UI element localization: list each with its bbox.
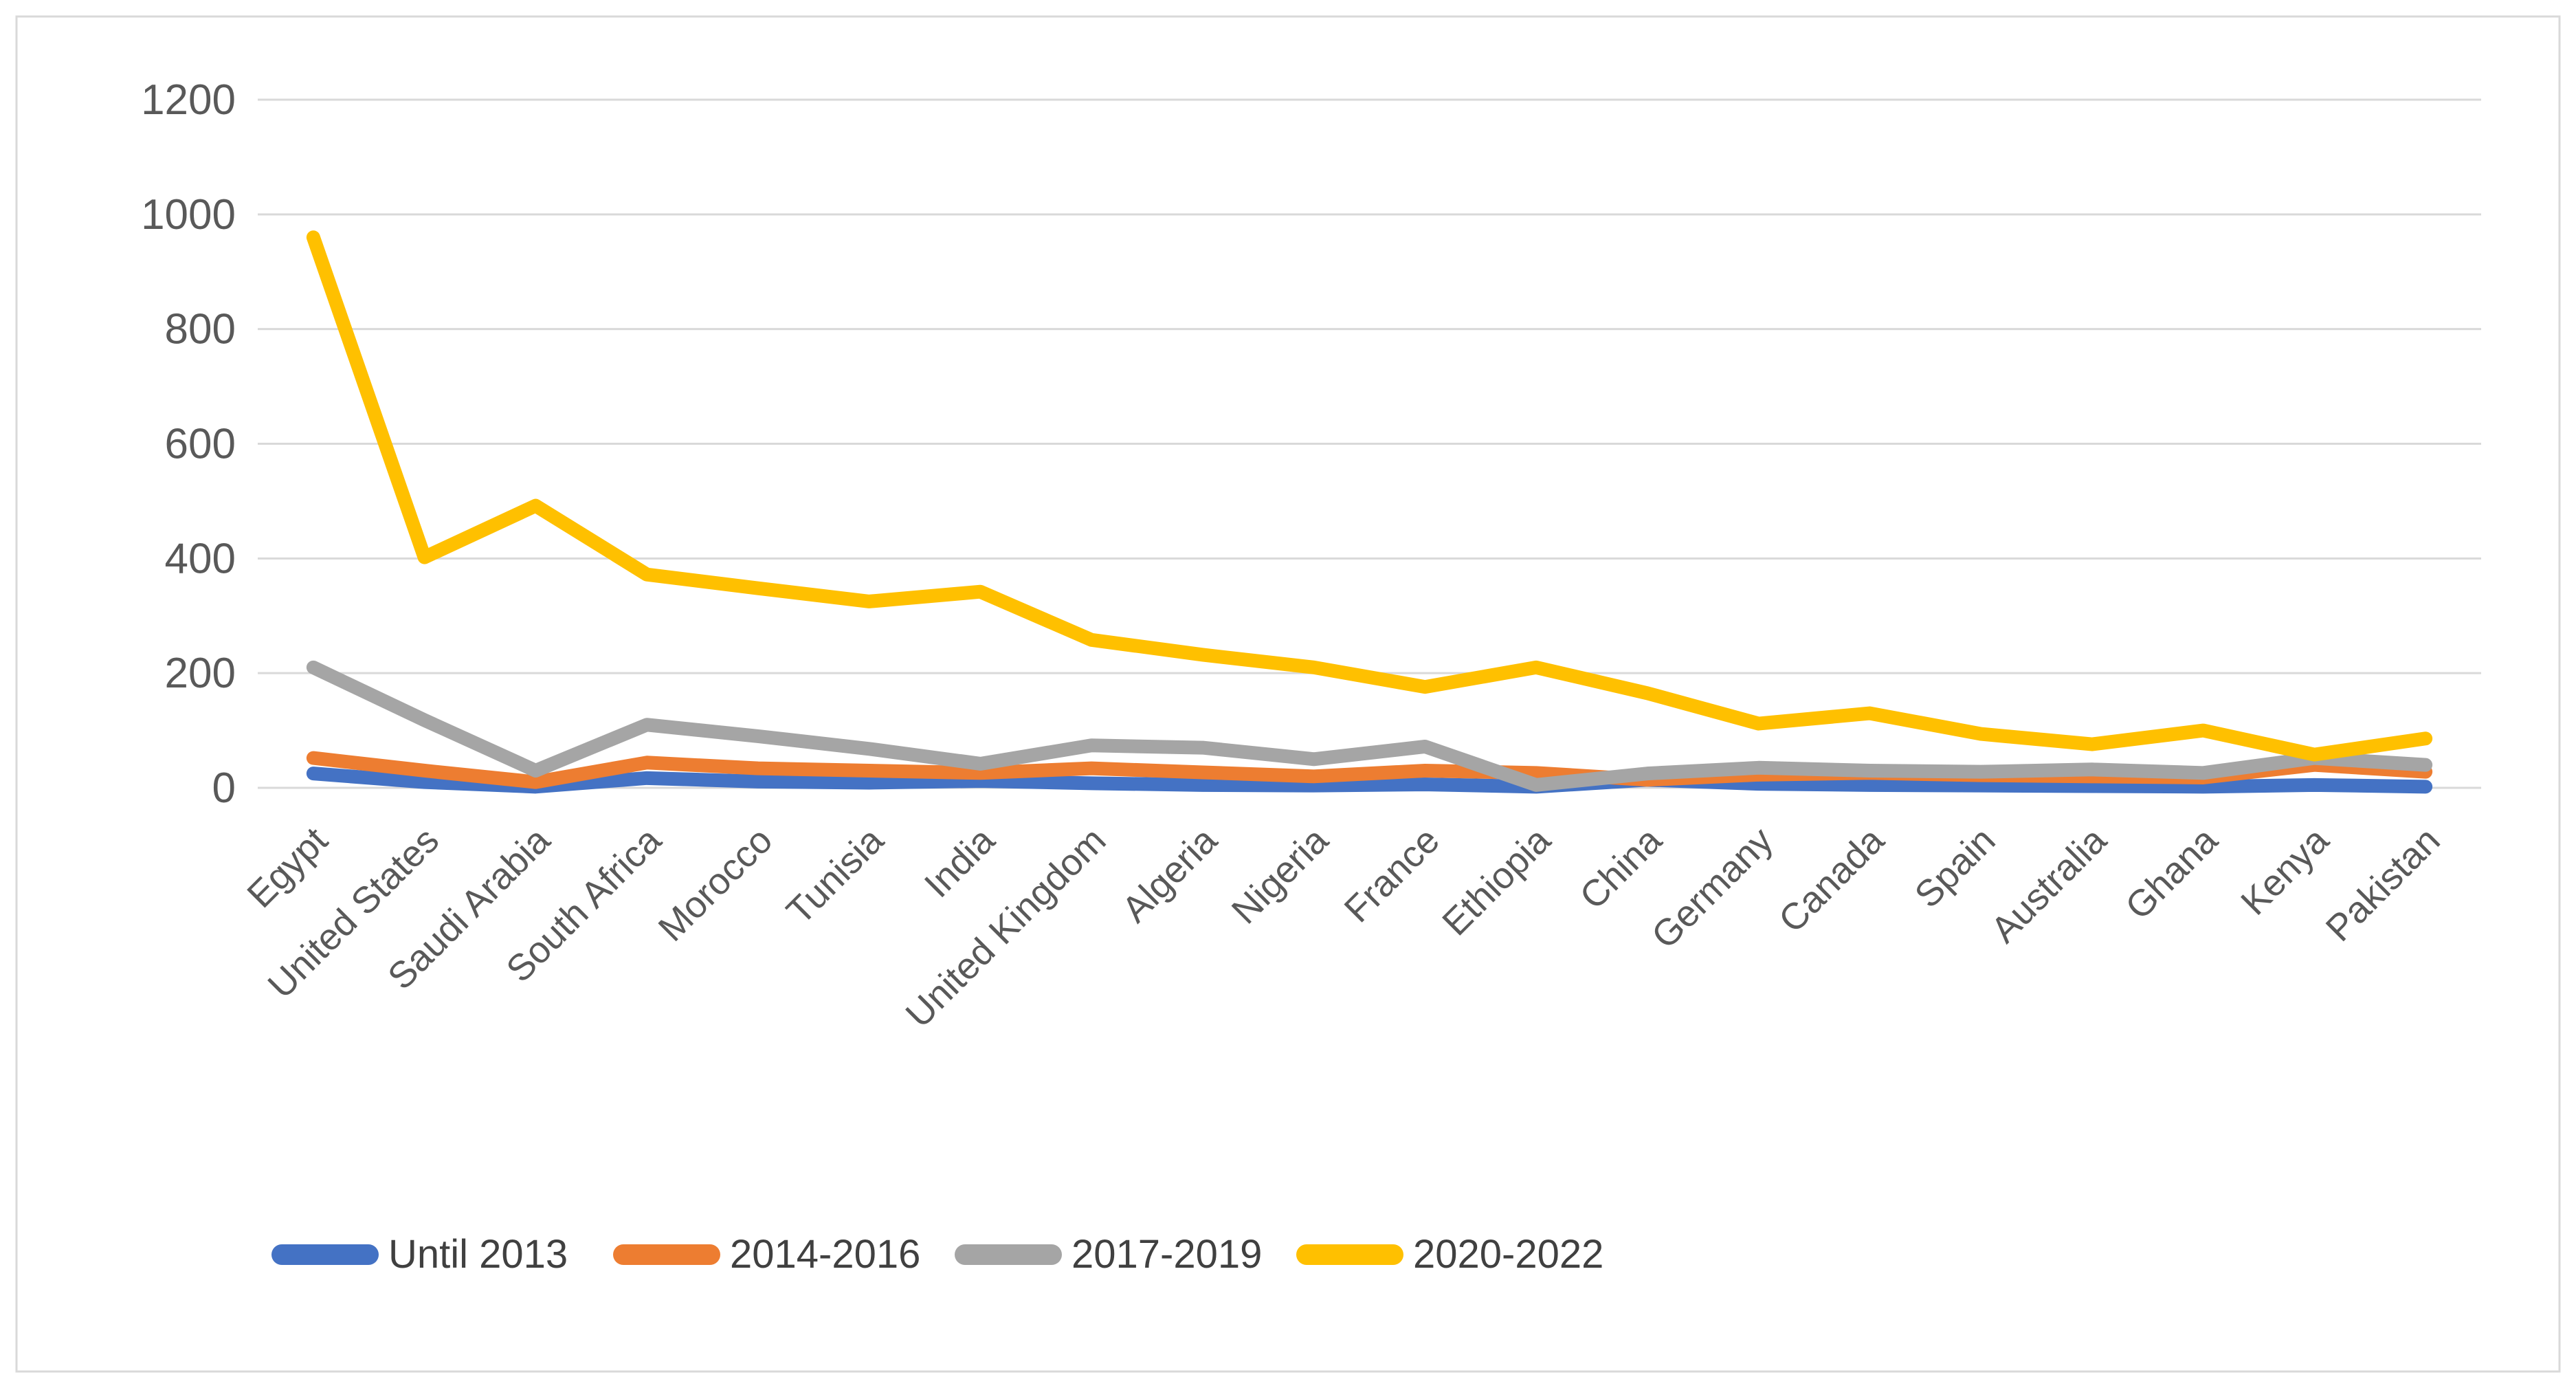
x-tick-label-india: India (917, 819, 1003, 905)
y-tick-label: 800 (165, 306, 236, 353)
series-lines-group (306, 230, 2433, 794)
legend-label: 2020-2022 (1413, 1232, 1604, 1277)
chart-border (15, 15, 2561, 1373)
x-tick-label-tunisia: Tunisia (779, 819, 892, 932)
legend-item-2020-2022: 2020-2022 (1296, 1235, 1638, 1275)
series-line-until-2013 (306, 767, 2433, 794)
x-tick-label-australia: Australia (1983, 819, 2115, 951)
x-tick-label-ghana: Ghana (2118, 819, 2226, 927)
legend-swatch-icon (271, 1244, 379, 1265)
x-tick-label-united-kingdom: United Kingdom (898, 819, 1113, 1035)
x-tick-label-morocco: Morocco (651, 819, 781, 949)
y-tick-label: 400 (165, 535, 236, 582)
x-tick-label-ethiopia: Ethiopia (1434, 819, 1559, 943)
legend-item-2017-2019: 2017-2019 (955, 1235, 1296, 1275)
y-tick-label: 0 (212, 764, 236, 812)
x-tick-label-china: China (1572, 819, 1670, 917)
series-line-2020-2022 (306, 230, 2433, 762)
x-tick-label-algeria: Algeria (1114, 819, 1225, 930)
legend-swatch-icon (613, 1244, 720, 1265)
x-tick-label-pakistan: Pakistan (2318, 819, 2448, 949)
legend-item-until-2013: Until 2013 (271, 1235, 613, 1275)
series-line-2017-2019 (306, 660, 2433, 792)
legend-label: 2014-2016 (730, 1232, 921, 1277)
x-tick-label-spain: Spain (1907, 819, 2003, 916)
y-axis-labels-group: 0 200 400 600 800 1000 1200 (141, 76, 236, 812)
x-tick-label-canada: Canada (1771, 819, 1893, 940)
y-tick-label: 1000 (141, 191, 236, 239)
y-tick-label: 600 (165, 421, 236, 468)
legend-swatch-icon (955, 1244, 1062, 1265)
chart-border-group (15, 15, 2561, 1373)
legend-label: Until 2013 (388, 1232, 568, 1277)
legend-label: 2017-2019 (1072, 1232, 1263, 1277)
chart-legend: Until 2013 2014-2016 2017-2019 2020-2022 (271, 1235, 1638, 1275)
x-tick-label-nigeria: Nigeria (1224, 819, 1337, 932)
y-tick-label: 200 (165, 650, 236, 697)
x-tick-label-kenya: Kenya (2233, 819, 2337, 923)
x-tick-label-germany: Germany (1644, 819, 1781, 956)
y-tick-label: 1200 (141, 76, 236, 124)
x-tick-label-egypt: Egypt (239, 819, 335, 916)
legend-item-2014-2016: 2014-2016 (613, 1235, 955, 1275)
x-tick-label-france: France (1337, 819, 1447, 930)
legend-swatch-icon (1296, 1244, 1403, 1265)
gridline-group (258, 98, 2481, 789)
